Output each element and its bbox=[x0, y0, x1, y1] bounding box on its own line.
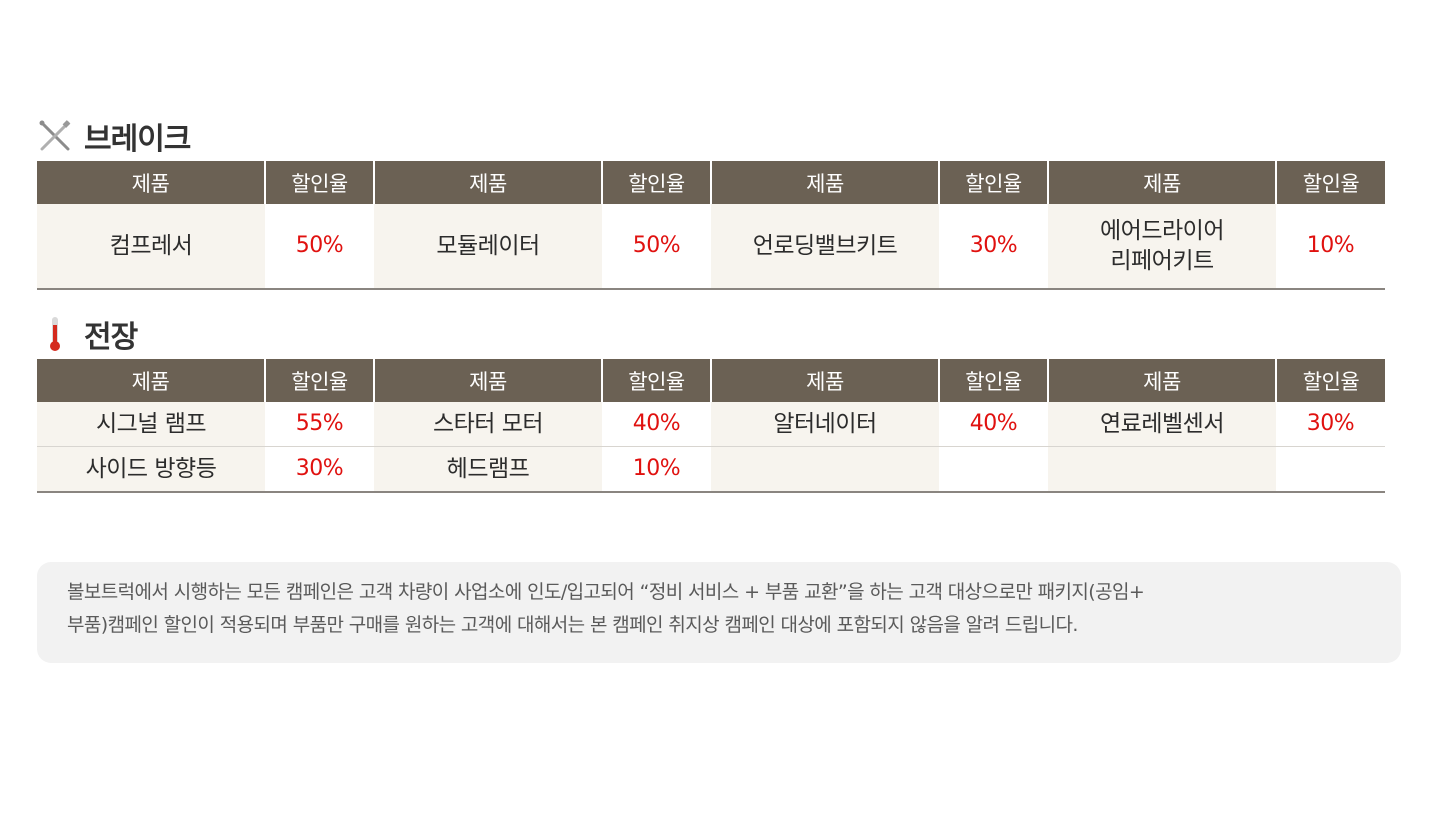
product-cell: 헤드램프 bbox=[374, 446, 602, 492]
header-rate: 할인율 bbox=[938, 161, 1048, 204]
brake-discount-table: 제품 할인율 제품 할인율 제품 할인율 제품 할인율 컴프레서 50% 모듈레… bbox=[37, 161, 1385, 290]
discount-rate-cell: 30% bbox=[1276, 402, 1385, 447]
discount-rate-cell: 30% bbox=[939, 204, 1048, 289]
section-title-brake: 브레이크 bbox=[38, 114, 191, 158]
table-row: 컴프레서 50% 모듈레이터 50% 언로딩밸브키트 30% 에어드라이어 리페… bbox=[37, 204, 1385, 289]
header-product: 제품 bbox=[373, 161, 602, 204]
product-cell: 스타터 모터 bbox=[374, 402, 602, 447]
header-product: 제품 bbox=[37, 359, 265, 402]
discount-rate-cell: 40% bbox=[939, 402, 1048, 447]
header-rate: 할인율 bbox=[1275, 161, 1385, 204]
wrench-screwdriver-icon bbox=[38, 119, 72, 153]
discount-rate-cell: 50% bbox=[265, 204, 374, 289]
electrical-discount-table: 제품 할인율 제품 할인율 제품 할인율 제품 할인율 시그널 램프 55% 스… bbox=[37, 359, 1385, 493]
header-rate: 할인율 bbox=[1275, 359, 1385, 402]
discount-rate-cell: 10% bbox=[1276, 204, 1385, 289]
thermometer-icon bbox=[38, 317, 72, 351]
discount-rate-cell bbox=[1276, 446, 1385, 492]
product-cell: 시그널 램프 bbox=[37, 402, 265, 447]
table-header-row: 제품 할인율 제품 할인율 제품 할인율 제품 할인율 bbox=[37, 161, 1385, 204]
header-rate: 할인율 bbox=[264, 359, 374, 402]
section-title-electrical: 전장 bbox=[38, 312, 138, 356]
product-cell: 에어드라이어 리페어키트 bbox=[1048, 204, 1276, 289]
table-row: 시그널 램프 55% 스타터 모터 40% 알터네이터 40% 연료레벨센서 3… bbox=[37, 402, 1385, 447]
header-product: 제품 bbox=[710, 161, 939, 204]
discount-rate-cell bbox=[939, 446, 1048, 492]
section-title-text: 브레이크 bbox=[84, 122, 191, 157]
product-cell: 연료레벨센서 bbox=[1048, 402, 1276, 447]
discount-rate-cell: 55% bbox=[265, 402, 374, 447]
header-rate: 할인율 bbox=[601, 359, 711, 402]
campaign-notice: 볼보트럭에서 시행하는 모든 캠페인은 고객 차량이 사업소에 인도/입고되어 … bbox=[37, 562, 1401, 663]
header-product: 제품 bbox=[710, 359, 939, 402]
product-cell bbox=[1048, 446, 1276, 492]
header-rate: 할인율 bbox=[938, 359, 1048, 402]
discount-rate-cell: 10% bbox=[602, 446, 711, 492]
table-row: 사이드 방향등 30% 헤드램프 10% bbox=[37, 446, 1385, 492]
header-rate: 할인율 bbox=[264, 161, 374, 204]
discount-rate-cell: 50% bbox=[602, 204, 711, 289]
header-rate: 할인율 bbox=[601, 161, 711, 204]
header-product: 제품 bbox=[373, 359, 602, 402]
table-header-row: 제품 할인율 제품 할인율 제품 할인율 제품 할인율 bbox=[37, 359, 1385, 402]
header-product: 제품 bbox=[1047, 359, 1276, 402]
header-product: 제품 bbox=[1047, 161, 1276, 204]
product-cell: 컴프레서 bbox=[37, 204, 265, 289]
product-cell bbox=[711, 446, 939, 492]
header-product: 제품 bbox=[37, 161, 265, 204]
discount-rate-cell: 40% bbox=[602, 402, 711, 447]
discount-rate-cell: 30% bbox=[265, 446, 374, 492]
notice-text: 볼보트럭에서 시행하는 모든 캠페인은 고객 차량이 사업소에 인도/입고되어 … bbox=[67, 581, 1145, 636]
product-cell: 사이드 방향등 bbox=[37, 446, 265, 492]
product-cell: 알터네이터 bbox=[711, 402, 939, 447]
product-cell: 모듈레이터 bbox=[374, 204, 602, 289]
section-title-text: 전장 bbox=[84, 320, 138, 355]
product-cell: 언로딩밸브키트 bbox=[711, 204, 939, 289]
